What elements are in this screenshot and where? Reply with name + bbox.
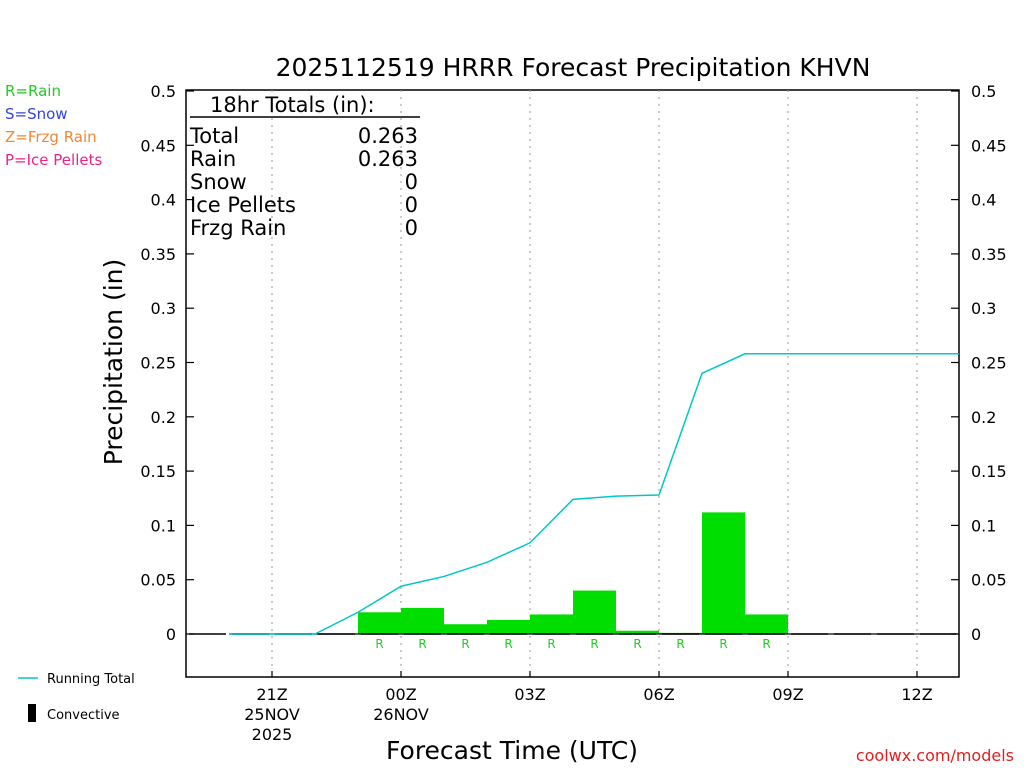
type-letter-6: R [461, 637, 469, 651]
xtick-0: 21Z [256, 685, 287, 704]
hourly-bars [358, 512, 788, 634]
totals-value-1: 0.263 [358, 147, 418, 171]
totals-value-0: 0.263 [358, 124, 418, 148]
ytick-left-0: 0.5 [151, 82, 176, 101]
ytick-right-2: 0.4 [971, 191, 996, 210]
x-grid [271, 90, 918, 677]
xtick-date-0: 25NOV [244, 705, 300, 724]
xtick-2: 03Z [514, 685, 545, 704]
precip-bar-5 [401, 607, 444, 634]
precip-bar-4 [358, 612, 401, 634]
ytick-right-0: 0.5 [971, 82, 996, 101]
ytick-right-5: 0.25 [971, 354, 1007, 373]
precip-bar-10 [616, 630, 659, 634]
ytick-left-8: 0.1 [151, 516, 176, 535]
ytick-right-7: 0.15 [971, 462, 1007, 481]
ytick-right-10: 0 [971, 625, 981, 644]
ytick-right-6: 0.2 [971, 408, 996, 427]
xtick-1: 00Z [385, 685, 416, 704]
ytick-left-7: 0.15 [140, 462, 176, 481]
totals-value-2: 0 [405, 170, 418, 194]
xtick-date-1: 26NOV [373, 705, 429, 724]
precip-type-legend: R=Rain S=Snow Z=Frzg Rain P=Ice Pellets [5, 82, 102, 169]
convective-bar-0 [189, 633, 226, 635]
type-legend-item-3: P=Ice Pellets [5, 151, 102, 169]
precip-bar-7 [487, 619, 530, 634]
totals-label-0: Total [189, 124, 239, 148]
type-letter-7: R [504, 637, 512, 651]
type-letter-12: R [719, 637, 727, 651]
credit-text: coolwx.com/models [856, 746, 1014, 765]
convective-swatch [28, 704, 36, 722]
y-axis-left: 0.5 0.45 0.4 0.35 0.3 0.25 0.2 0.15 0.1 0.05 0 [140, 82, 194, 644]
ytick-left-6: 0.2 [151, 408, 176, 427]
ytick-right-8: 0.1 [971, 516, 996, 535]
xtick-4: 09Z [772, 685, 803, 704]
type-letter-5: R [418, 637, 426, 651]
y-axis-right: 0.5 0.45 0.4 0.35 0.3 0.25 0.2 0.15 0.1 0.05 0 [951, 82, 1007, 644]
totals-value-3: 0 [405, 193, 418, 217]
precip-bar-6 [444, 624, 487, 634]
ytick-right-4: 0.3 [971, 299, 996, 318]
ytick-left-2: 0.4 [151, 191, 176, 210]
precip-bar-13 [745, 614, 788, 634]
plot-frame [185, 89, 960, 678]
running-total-line [229, 353, 959, 635]
ytick-left-1: 0.45 [140, 136, 176, 155]
totals-label-1: Rain [190, 147, 236, 171]
type-letter-4: R [375, 637, 383, 651]
chart-title: 2025112519 HRRR Forecast Precipitation K… [276, 53, 871, 82]
xtick-5: 12Z [901, 685, 932, 704]
totals-label-3: Ice Pellets [190, 193, 296, 217]
totals-box: 18hr Totals (in): Total 0.263 Rain 0.263 Sno… [189, 93, 420, 240]
precip-bar-8 [530, 614, 573, 634]
ytick-right-3: 0.35 [971, 245, 1007, 264]
totals-label-4: Frzg Rain [190, 216, 286, 240]
running-total-legend: Running Total [47, 672, 135, 687]
y-axis-label: Precipitation (in) [99, 259, 128, 466]
type-letter-13: R [762, 637, 770, 651]
type-letter-9: R [590, 637, 598, 651]
totals-value-4: 0 [405, 216, 418, 240]
precip-bar-12 [702, 512, 745, 634]
type-letter-10: R [633, 637, 641, 651]
ytick-left-5: 0.25 [140, 354, 176, 373]
precip-bar-9 [573, 590, 616, 634]
ytick-left-4: 0.3 [151, 299, 176, 318]
ytick-right-9: 0.05 [971, 571, 1007, 590]
type-legend-item-0: R=Rain [5, 82, 61, 100]
x-axis-label: Forecast Time (UTC) [386, 736, 638, 765]
ytick-right-1: 0.45 [971, 136, 1007, 155]
convective-legend: Convective [47, 708, 120, 723]
type-letter-11: R [676, 637, 684, 651]
type-legend-item-2: Z=Frzg Rain [5, 128, 97, 146]
ytick-left-3: 0.35 [140, 245, 176, 264]
ytick-left-10: 0 [166, 625, 176, 644]
xtick-year-0: 2025 [252, 725, 293, 744]
running-total-polyline [229, 353, 959, 635]
totals-label-2: Snow [190, 170, 247, 194]
xtick-3: 06Z [643, 685, 674, 704]
type-legend-item-1: S=Snow [5, 105, 68, 123]
totals-header: 18hr Totals (in): [210, 93, 375, 117]
ytick-left-9: 0.05 [140, 571, 176, 590]
type-letter-8: R [547, 637, 555, 651]
